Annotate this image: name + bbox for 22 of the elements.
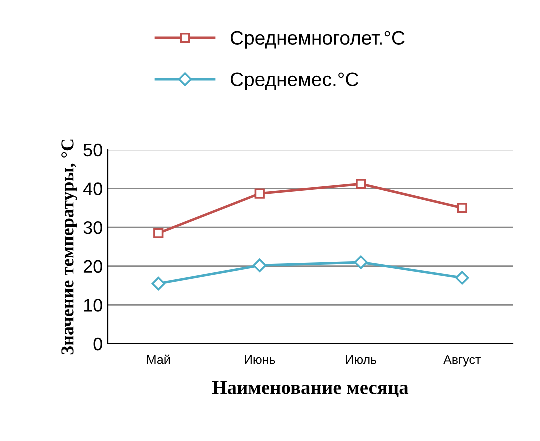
legend-label: Среднемес.°С [230,72,358,90]
x-axis-title: Наименование месяца [212,381,409,398]
point [152,277,166,291]
y-tick-label: 30 [84,221,102,234]
point [154,228,164,238]
x-tick-label: Июль [346,356,377,364]
y-tick-label: 20 [84,260,102,274]
y-tick-label: 50 [84,144,102,157]
point [253,258,267,272]
y-axis-title: Значение температуры, °С [62,140,78,355]
point [354,256,368,270]
point [457,203,468,214]
x-tick-label: Август [444,356,481,367]
point [254,188,265,199]
legend-label: Среднемноголет.°С [230,31,405,49]
y-tick-label: 0 [94,338,102,351]
point [456,271,470,285]
y-tick-label: 40 [83,182,102,196]
point [356,179,366,190]
x-tick-label: Май [147,354,170,364]
y-tick-label: 10 [84,299,102,312]
x-tick-label: Июнь [245,356,276,364]
